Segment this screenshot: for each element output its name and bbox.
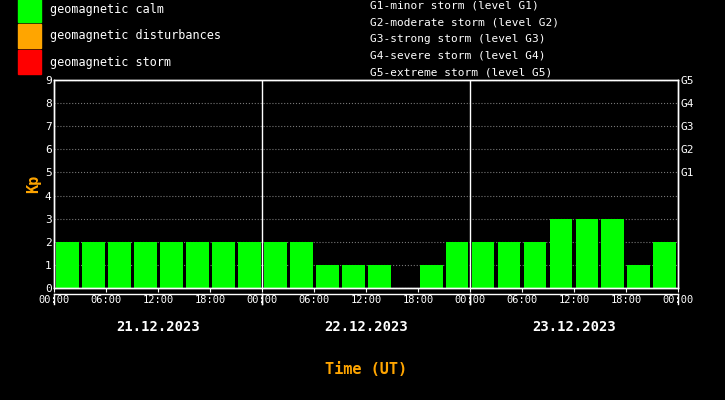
Bar: [446, 242, 468, 288]
Bar: [341, 265, 365, 288]
Bar: [471, 242, 494, 288]
Bar: [82, 242, 105, 288]
Text: G1-minor storm (level G1): G1-minor storm (level G1): [370, 1, 539, 11]
Bar: [56, 242, 79, 288]
Text: geomagnetic disturbances: geomagnetic disturbances: [50, 30, 221, 42]
Bar: [290, 242, 312, 288]
Text: 21.12.2023: 21.12.2023: [117, 320, 200, 334]
Bar: [627, 265, 650, 288]
Bar: [212, 242, 235, 288]
Text: G2-moderate storm (level G2): G2-moderate storm (level G2): [370, 17, 559, 27]
Bar: [602, 219, 624, 288]
Bar: [134, 242, 157, 288]
Bar: [264, 242, 286, 288]
Bar: [18, 50, 41, 74]
Bar: [238, 242, 261, 288]
Bar: [186, 242, 209, 288]
Bar: [523, 242, 547, 288]
Bar: [315, 265, 339, 288]
Text: G4-severe storm (level G4): G4-severe storm (level G4): [370, 51, 545, 61]
Bar: [368, 265, 391, 288]
Text: geomagnetic calm: geomagnetic calm: [50, 3, 164, 16]
Bar: [420, 265, 442, 288]
Y-axis label: Kp: Kp: [25, 175, 41, 193]
Text: geomagnetic storm: geomagnetic storm: [50, 56, 171, 69]
Bar: [18, 24, 41, 48]
Bar: [497, 242, 521, 288]
Bar: [550, 219, 573, 288]
Bar: [18, 0, 41, 22]
Text: 23.12.2023: 23.12.2023: [532, 320, 616, 334]
Text: 22.12.2023: 22.12.2023: [324, 320, 408, 334]
Bar: [576, 219, 598, 288]
Text: G5-extreme storm (level G5): G5-extreme storm (level G5): [370, 68, 552, 78]
Text: G3-strong storm (level G3): G3-strong storm (level G3): [370, 34, 545, 44]
Bar: [160, 242, 183, 288]
Text: Time (UT): Time (UT): [325, 362, 407, 377]
Bar: [653, 242, 676, 288]
Bar: [108, 242, 130, 288]
